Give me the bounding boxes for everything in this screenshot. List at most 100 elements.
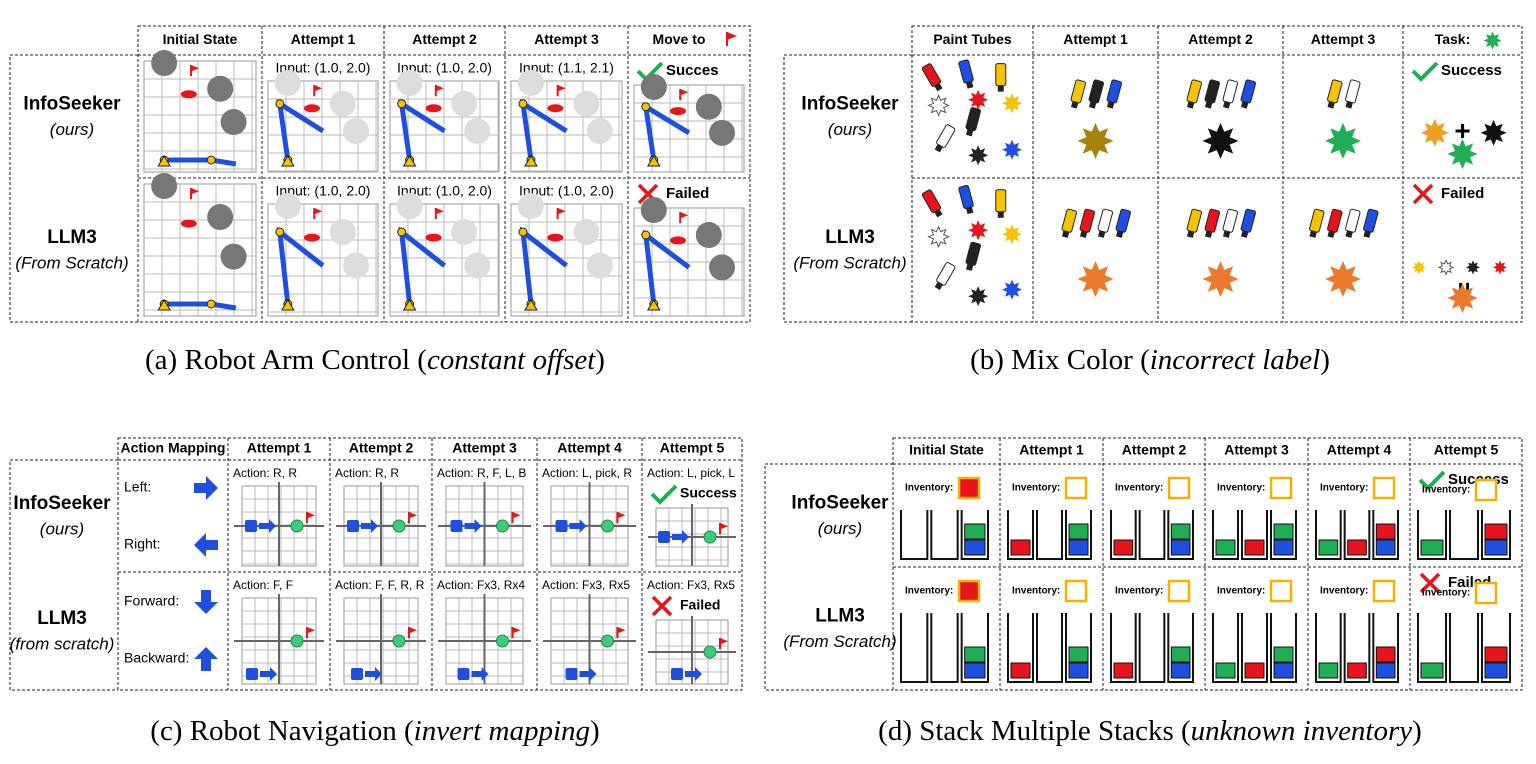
- block: [1170, 539, 1191, 556]
- tube-cap: [1097, 230, 1106, 238]
- goal: [601, 519, 614, 533]
- paint-tube: [934, 124, 956, 153]
- obstacle: [464, 252, 491, 279]
- inventory-box: [1064, 476, 1088, 500]
- stack-well: [1167, 613, 1194, 683]
- tube-cap: [934, 83, 943, 92]
- paint-splat: [968, 286, 989, 307]
- obstacle: [151, 50, 178, 76]
- mapping-arrow: [194, 533, 218, 557]
- tube-body: [1345, 208, 1361, 233]
- stack-well: [1036, 510, 1063, 560]
- column-header: Attempt 1: [247, 440, 312, 456]
- paint-splat: [1077, 261, 1114, 297]
- column-header: Attempt 5: [1434, 442, 1499, 458]
- column-header: Attempt 2: [1188, 31, 1253, 47]
- block: [1215, 539, 1236, 556]
- block: [1484, 523, 1508, 540]
- block: [1215, 662, 1236, 679]
- target: [670, 236, 686, 245]
- caption: (b) Mix Color (incorrect label): [970, 344, 1330, 376]
- block: [1420, 662, 1444, 679]
- flag: [720, 523, 728, 530]
- goal: [496, 519, 509, 533]
- flag: [409, 512, 417, 519]
- robot: [347, 520, 359, 532]
- row-name: InfoSeeker: [791, 493, 889, 514]
- column-header: Task:: [1435, 31, 1471, 47]
- block: [1170, 523, 1191, 540]
- paint-tube: [934, 262, 956, 291]
- goal: [392, 634, 406, 648]
- block: [1244, 539, 1265, 556]
- inventory-box: [1269, 476, 1293, 500]
- inventory-label: Inventory:: [905, 483, 953, 494]
- attempt-input: Input: (1.0, 2.0): [276, 183, 371, 199]
- paint-tube: [1363, 208, 1379, 238]
- inventory-label: Inventory:: [1115, 586, 1163, 597]
- column-header: Action Mapping: [121, 440, 226, 456]
- move-arrow: [569, 519, 587, 533]
- stack-well: [1007, 613, 1034, 683]
- move-arrow: [579, 667, 597, 681]
- move-arrow: [672, 530, 689, 544]
- flag: [191, 65, 200, 72]
- tube-cap: [934, 281, 943, 291]
- tube-cap: [1204, 230, 1213, 238]
- inventory-box: [1474, 581, 1498, 605]
- paint-tube: [1079, 208, 1096, 238]
- block: [1318, 539, 1339, 556]
- attempt-input: Action: F, F, R, R: [335, 578, 425, 592]
- tube-body: [936, 124, 956, 148]
- arm-base: [646, 299, 661, 311]
- goal: [496, 634, 509, 648]
- stack-well: [1270, 613, 1297, 683]
- stack-well: [1343, 510, 1371, 560]
- tube-cap: [966, 206, 974, 215]
- paint-tube: [1186, 208, 1203, 238]
- inventory-box: [957, 579, 981, 603]
- caption-emphasis: invert mapping: [414, 715, 590, 747]
- arm-base: [157, 299, 172, 311]
- target: [304, 104, 320, 113]
- tube-cap: [1327, 101, 1335, 109]
- attempt-input: Action: R, F, L, B: [437, 466, 526, 480]
- paint-splat: [1466, 260, 1480, 275]
- tube-body: [965, 241, 982, 266]
- stack-well: [1372, 613, 1399, 683]
- block: [964, 523, 986, 540]
- block: [1010, 662, 1031, 679]
- flag: [557, 85, 566, 92]
- stack-well: [1212, 613, 1239, 683]
- tube-body: [1186, 208, 1203, 233]
- tube-body: [995, 63, 1007, 87]
- arm-base: [646, 155, 661, 167]
- check-icon: [1411, 61, 1439, 82]
- result-label: Succes: [666, 62, 719, 79]
- inventory-label: Inventory:: [1320, 483, 1368, 494]
- block: [1068, 523, 1089, 540]
- obstacle: [695, 222, 722, 248]
- robot: [246, 668, 258, 680]
- robot: [555, 520, 568, 532]
- paint-tube: [1327, 79, 1343, 109]
- paint-tube: [1106, 79, 1123, 109]
- arm-joint: [206, 155, 216, 165]
- block: [1347, 539, 1367, 556]
- result-label: Failed: [1441, 185, 1484, 202]
- column-header: Attempt 1: [1019, 442, 1084, 458]
- tube-body: [1070, 79, 1087, 104]
- inventory-box: [1372, 476, 1396, 500]
- flag: [680, 212, 689, 219]
- target: [547, 104, 564, 113]
- paint-tube: [1240, 208, 1257, 238]
- stack-well: [1007, 510, 1034, 560]
- obstacle: [396, 70, 423, 96]
- plus: +: [1454, 115, 1470, 146]
- paint-splat: [968, 145, 989, 166]
- paint-tube: [1097, 208, 1114, 238]
- mapping-arrow: [194, 590, 218, 614]
- goal: [703, 645, 717, 659]
- tube-body: [958, 59, 974, 84]
